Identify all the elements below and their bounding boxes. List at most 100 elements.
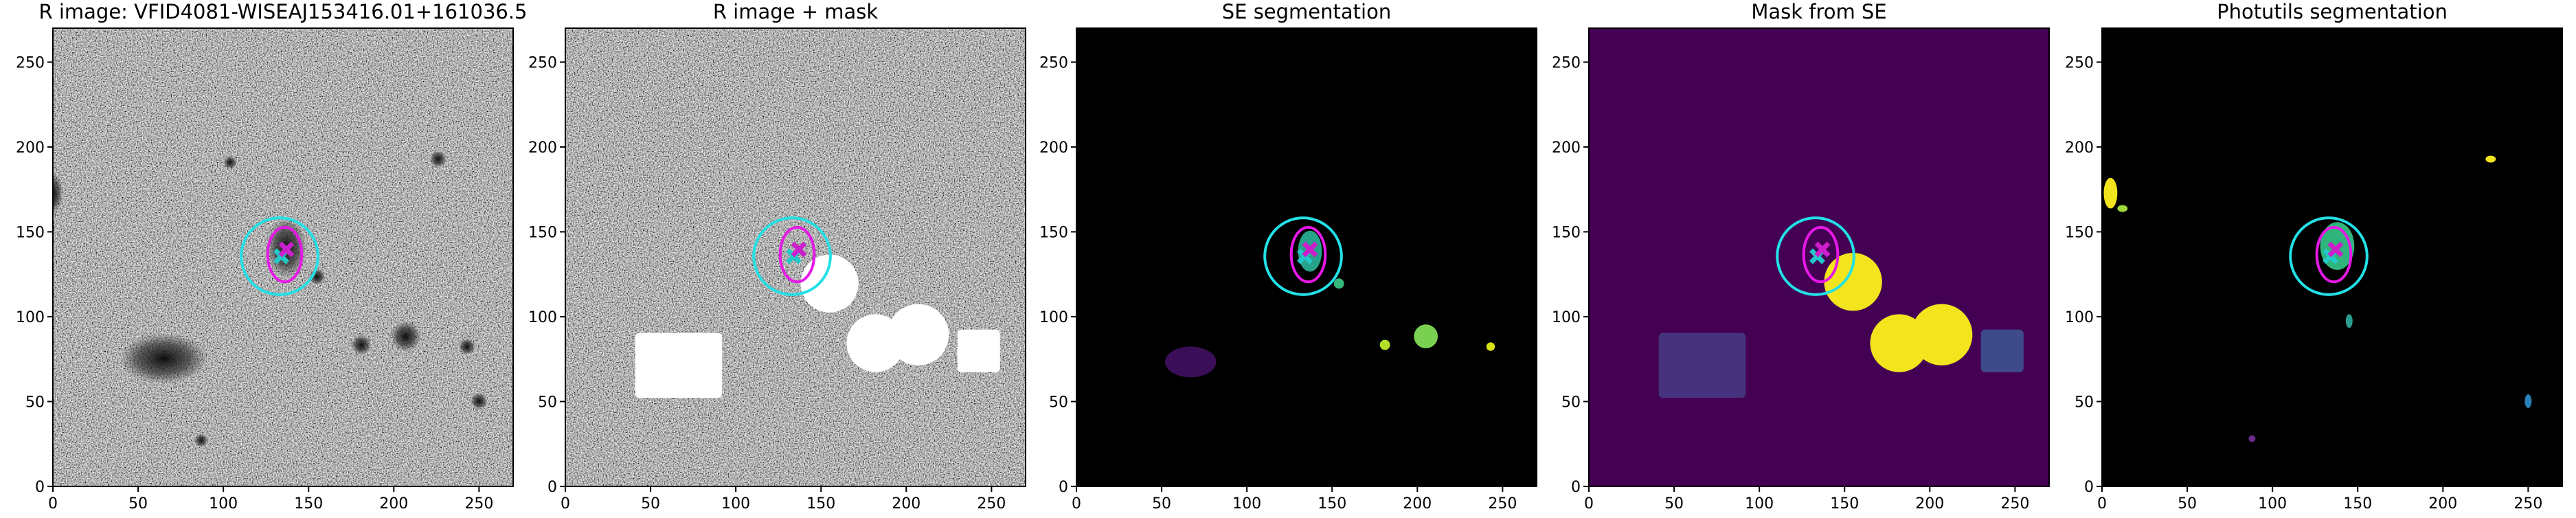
y-tick-label: 250 (528, 54, 557, 71)
image (2102, 28, 2562, 486)
panel: Photutils segmentation 0 50 100 150 200 250 0 50… (2065, 0, 2563, 513)
blob (1486, 342, 1495, 351)
x-tick-label: 150 (1318, 495, 1346, 513)
y-tick-label: 50 (1561, 394, 1581, 411)
x-tick-label: 100 (209, 495, 238, 513)
x-tick-label: 50 (1152, 495, 1171, 513)
center-marker (791, 241, 807, 258)
x-tick-label: 200 (379, 495, 408, 513)
y-tick-label: 250 (2065, 54, 2094, 71)
x-tick-label: 200 (2428, 495, 2457, 513)
blob (429, 150, 447, 168)
y-tick-label: 250 (1552, 54, 1581, 71)
y-tick-label: 150 (528, 224, 557, 241)
image (53, 28, 513, 486)
y-tick-label: 250 (1039, 54, 1068, 71)
magenta-aperture (1289, 225, 1327, 284)
blob (223, 155, 237, 170)
blob (2117, 205, 2128, 212)
blob (119, 333, 208, 385)
x-tick-label: 250 (977, 495, 1006, 513)
x-tick-label: 0 (561, 495, 570, 513)
x-tick-label: 250 (464, 495, 493, 513)
y-tick-label: 200 (2065, 139, 2094, 157)
cyan-aperture (1776, 216, 1855, 296)
center-marker (1302, 241, 1318, 258)
blob (1165, 346, 1217, 378)
y-tick-label: 50 (25, 394, 45, 411)
blob (2485, 155, 2496, 163)
panel-title: R image: VFID4081-WISEAJ153416.01+161036… (38, 0, 527, 23)
x-tick-label: 150 (806, 495, 835, 513)
blob (1379, 339, 1390, 350)
cyan-aperture (240, 216, 319, 296)
y-tick-label: 0 (547, 479, 557, 496)
blob (1333, 278, 1344, 289)
x-tick-label: 250 (2000, 495, 2029, 513)
x-tick-label: 0 (1584, 495, 1594, 513)
x-tick-label: 100 (1232, 495, 1261, 513)
x-tick-label: 100 (1745, 495, 1774, 513)
x-tick-label: 250 (2513, 495, 2542, 513)
y-tick-label: 200 (528, 139, 557, 157)
y-tick-label: 50 (538, 394, 557, 411)
center-marker (2327, 241, 2344, 258)
y-tick-label: 0 (1059, 479, 1068, 496)
image (1589, 28, 2049, 486)
cyan-aperture (2289, 216, 2369, 296)
blob (351, 335, 372, 355)
panel-title: SE segmentation (1222, 0, 1391, 23)
panel: SE segmentation 0 50 100 150 200 250 0 50 100 150 2… (1039, 0, 1537, 513)
y-tick-label: 200 (1039, 139, 1068, 157)
y-tick-label: 250 (16, 54, 45, 71)
image (1076, 28, 1537, 486)
blob (53, 172, 63, 214)
axes-frame (1588, 27, 2050, 487)
y-tick-label: 150 (16, 224, 45, 241)
blob (635, 333, 723, 398)
center-marker (278, 241, 295, 258)
blob (800, 254, 859, 313)
x-tick-label: 200 (1403, 495, 1432, 513)
panel-title: Mask from SE (1751, 0, 1886, 23)
panel: R image + mask 0 50 100 150 200 250 0 50 100 150 20… (528, 0, 1026, 513)
panel: Mask from SE 0 50 100 150 200 250 0 50 100 150 200 2… (1552, 0, 2050, 513)
cyan-aperture (752, 216, 832, 296)
x-tick-label: 0 (1072, 495, 1081, 513)
x-tick-label: 150 (2343, 495, 2372, 513)
axes-frame (2101, 27, 2563, 487)
axes-frame (1076, 27, 1537, 487)
center-marker (1814, 241, 1831, 258)
blob (390, 321, 422, 352)
x-tick-label: 200 (1915, 495, 1944, 513)
blob (1658, 333, 1746, 398)
y-tick-label: 150 (1552, 224, 1581, 241)
blob (308, 268, 326, 286)
y-tick-label: 50 (2075, 394, 2094, 411)
blob (2345, 314, 2353, 328)
blob (194, 433, 208, 447)
y-tick-label: 200 (16, 139, 45, 157)
panel-title: Photutils segmentation (2217, 0, 2448, 23)
y-tick-label: 0 (1571, 479, 1581, 496)
y-tick-label: 0 (2084, 479, 2094, 496)
x-tick-label: 0 (48, 495, 58, 513)
blob (888, 304, 949, 365)
x-tick-label: 200 (892, 495, 920, 513)
blob (2524, 394, 2532, 408)
image (565, 28, 1026, 486)
x-tick-label: 100 (721, 495, 750, 513)
y-tick-label: 100 (2065, 309, 2094, 326)
blob (458, 338, 476, 355)
x-tick-label: 100 (2258, 495, 2287, 513)
y-tick-label: 150 (2065, 224, 2094, 241)
x-tick-label: 50 (1664, 495, 1684, 513)
y-tick-label: 100 (16, 309, 45, 326)
y-tick-label: 100 (1552, 309, 1581, 326)
y-tick-label: 100 (528, 309, 557, 326)
blob (1911, 304, 1973, 365)
y-tick-label: 100 (1039, 309, 1068, 326)
blob (1414, 324, 1438, 349)
